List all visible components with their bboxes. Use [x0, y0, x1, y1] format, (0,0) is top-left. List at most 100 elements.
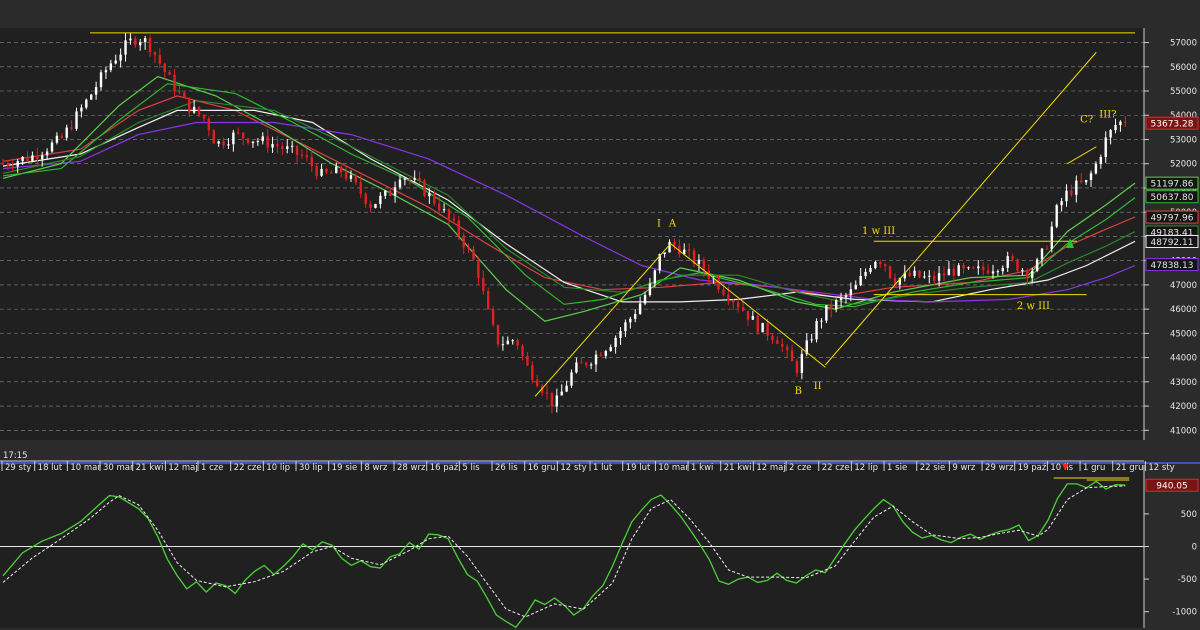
- candle-body: [6, 163, 10, 166]
- candle-body: [766, 322, 769, 336]
- date-tick-label: 22 cze: [234, 463, 262, 473]
- candle-body: [496, 324, 500, 345]
- candle-body: [947, 268, 951, 276]
- ma-value-tag-label: 49797.96: [1151, 214, 1194, 224]
- date-tick-label: 8 wrz: [364, 463, 388, 473]
- price-tick-label: 41000: [1170, 426, 1197, 436]
- candle-body: [129, 38, 132, 41]
- price-tick-label: 46000: [1170, 305, 1197, 315]
- candle-body: [85, 99, 88, 108]
- wave-label: 1 w III: [862, 226, 895, 237]
- candle-body: [962, 265, 965, 269]
- candle-body: [266, 136, 269, 148]
- price-tick-label: 44000: [1170, 354, 1197, 364]
- date-tick-label: 29 sty: [5, 463, 31, 473]
- candle-body: [580, 362, 583, 364]
- date-tick-label: 18 lut: [38, 463, 63, 473]
- candle-body: [1099, 156, 1103, 164]
- candle-body: [550, 392, 554, 407]
- candle-body: [555, 395, 559, 407]
- candle-body: [599, 354, 603, 356]
- candle-body: [188, 97, 191, 113]
- candle-body: [305, 155, 309, 158]
- ma-value-tag: [1145, 190, 1199, 204]
- candle-body: [212, 130, 215, 144]
- candle-body: [746, 310, 750, 320]
- candle-body: [491, 309, 495, 325]
- trend-line: [534, 243, 671, 397]
- candle-body: [315, 166, 318, 176]
- candle-body: [1104, 137, 1107, 157]
- candle-body: [834, 300, 838, 310]
- date-tick-label: 12 lip: [854, 463, 878, 473]
- candle-body: [26, 156, 29, 161]
- candle-body: [736, 302, 740, 308]
- candle-body: [183, 92, 186, 98]
- candle-body: [310, 157, 313, 167]
- moving-average-line: [2, 75, 1136, 322]
- candle-body: [437, 203, 441, 211]
- candle-body: [1114, 125, 1117, 131]
- moving-averages: [2, 75, 1136, 322]
- candle-body: [942, 273, 946, 276]
- oscillator: -1000 -500 0 500 ▼ 940.05: [0, 463, 1199, 629]
- candle-body: [11, 165, 15, 167]
- candle-body: [751, 316, 755, 320]
- grid: [0, 42, 1144, 431]
- candle-body: [643, 295, 647, 304]
- candle-body: [844, 295, 848, 298]
- candle-body: [668, 241, 671, 253]
- candle-body: [408, 178, 411, 180]
- candle-body: [388, 190, 392, 196]
- candle-body: [1031, 270, 1034, 279]
- candle-body: [31, 155, 34, 161]
- candle-body: [898, 278, 902, 285]
- candle-body: [977, 266, 980, 269]
- date-tick-label: 21 kwi: [136, 463, 164, 473]
- price-tick-label: 42000: [1170, 402, 1197, 412]
- candle-body: [398, 179, 402, 188]
- candle-body: [795, 361, 799, 374]
- candle-body: [648, 283, 652, 296]
- date-tick-label: 12 sty: [560, 463, 586, 473]
- candle-body: [521, 345, 524, 356]
- date-axis[interactable]: 29 sty 18 lut 10 mar 30 mar 21 kwi 12 maj 1 cz…: [0, 460, 1175, 473]
- candle-body: [452, 218, 456, 221]
- candle-body: [589, 364, 593, 366]
- candle-body: [1070, 190, 1073, 195]
- date-tick-label: 9 wrz: [952, 463, 976, 473]
- candle-body: [94, 87, 98, 95]
- candle-body: [202, 114, 206, 119]
- candle-body: [178, 91, 181, 93]
- candle-body: [785, 346, 789, 351]
- candle-body: [687, 249, 691, 251]
- candle-body: [1089, 173, 1093, 181]
- candle-body: [60, 135, 64, 138]
- candle-body: [1080, 180, 1083, 183]
- candle-body: [197, 106, 201, 115]
- candle-body: [36, 155, 39, 160]
- candle-body: [90, 94, 93, 100]
- candle-body: [619, 331, 622, 338]
- candle-body: [1011, 256, 1014, 260]
- ma-value-tag: [1145, 176, 1199, 190]
- candle-body: [952, 268, 955, 276]
- candle-body: [741, 307, 745, 311]
- buy-arrow-icon: [1066, 238, 1074, 248]
- date-tick-label: 28 wrz: [397, 463, 426, 473]
- candle-body: [300, 154, 304, 156]
- candle-body: [359, 182, 362, 194]
- ma-value-tag: [1145, 258, 1199, 272]
- candle-body: [241, 132, 245, 139]
- candle-body: [134, 38, 137, 46]
- date-tick-label: 10 mar: [70, 463, 101, 473]
- candle-body: [888, 266, 892, 279]
- price-tick-label: 53000: [1170, 135, 1197, 145]
- candle-body: [379, 195, 382, 205]
- ma-value-tag-label: 49183.41: [1151, 228, 1194, 238]
- candle-body: [859, 275, 862, 286]
- candle-body: [153, 52, 157, 56]
- candle-body: [114, 60, 117, 64]
- candle-body: [119, 54, 122, 61]
- candle-body: [932, 275, 936, 281]
